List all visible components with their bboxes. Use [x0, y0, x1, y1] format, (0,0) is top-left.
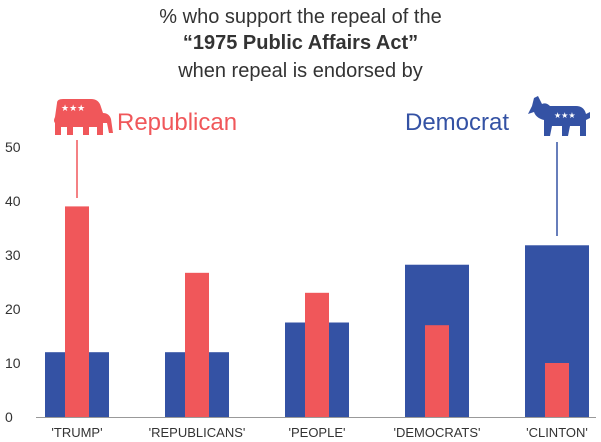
bar-republican — [545, 363, 569, 417]
svg-text:★★★: ★★★ — [61, 104, 85, 114]
bar-republican — [185, 272, 209, 417]
bar-republican — [65, 206, 89, 417]
x-tick-label: 'CLINTON' — [526, 425, 588, 440]
x-tick-label: 'DEMOCRATS' — [393, 425, 480, 440]
chart-title-line-3: when repeal is endorsed by — [178, 60, 423, 82]
elephant-icon: ★★★ — [54, 99, 113, 135]
y-tick-label: 40 — [5, 193, 21, 209]
republican-label: Republican — [117, 109, 237, 136]
bar-marks — [45, 206, 589, 417]
x-tick-label: 'PEOPLE' — [289, 425, 346, 440]
chart-title-line-2: “1975 Public Affairs Act” — [182, 32, 419, 54]
chart-title-line-1: % who support the repeal of the — [159, 6, 442, 28]
y-tick-label: 20 — [5, 301, 21, 317]
bar-republican — [305, 292, 329, 417]
y-tick-label: 30 — [5, 247, 21, 263]
y-tick-label: 10 — [5, 355, 21, 371]
x-tick-label: 'TRUMP' — [51, 425, 102, 440]
y-tick-label: 0 — [5, 409, 13, 425]
svg-text:★★★: ★★★ — [554, 111, 576, 120]
bar-republican — [425, 325, 449, 417]
donkey-icon: ★★★ — [528, 96, 590, 136]
y-axis-ticks: 0 10 20 30 40 50 — [5, 139, 21, 425]
democrat-label: Democrat — [405, 109, 509, 136]
y-tick-label: 50 — [5, 139, 21, 155]
x-axis-ticks: 'TRUMP' 'REPUBLICANS' 'PEOPLE' 'DEMOCRATS' '… — [51, 425, 587, 440]
x-tick-label: 'REPUBLICANS' — [149, 425, 246, 440]
